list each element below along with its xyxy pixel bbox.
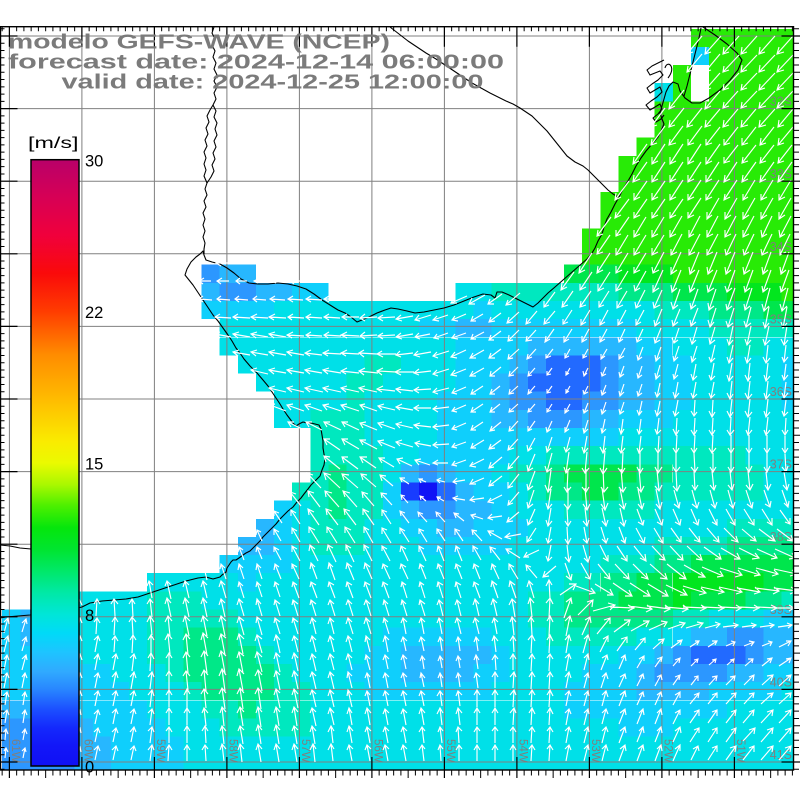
svg-text:modelo GEFS-WAVE (NCEP): modelo GEFS-WAVE (NCEP) xyxy=(8,32,390,54)
svg-text:52W: 52W xyxy=(661,739,673,763)
svg-text:55W: 55W xyxy=(444,739,456,763)
svg-text:41S: 41S xyxy=(770,748,792,762)
svg-text:58W: 58W xyxy=(226,739,238,763)
svg-text:30: 30 xyxy=(85,153,103,171)
svg-text:8: 8 xyxy=(85,607,94,625)
svg-text:60W: 60W xyxy=(81,739,93,763)
svg-text:22: 22 xyxy=(85,304,103,322)
svg-text:57W: 57W xyxy=(299,739,311,763)
svg-text:33S: 33S xyxy=(770,167,792,181)
svg-text:53W: 53W xyxy=(589,739,601,763)
svg-text:39S: 39S xyxy=(770,603,792,617)
svg-text:59W: 59W xyxy=(154,739,166,763)
svg-text:61W: 61W xyxy=(9,739,21,763)
svg-text:35S: 35S xyxy=(770,312,792,326)
svg-text:forecast date: 2024-12-14 06:0: forecast date: 2024-12-14 06:00:00 xyxy=(8,51,504,73)
svg-text:0: 0 xyxy=(85,759,94,777)
svg-text:56W: 56W xyxy=(371,739,383,763)
svg-text:34S: 34S xyxy=(770,240,792,254)
svg-text:37S: 37S xyxy=(770,458,792,472)
svg-text:[m/s]: [m/s] xyxy=(28,135,79,152)
svg-text:54W: 54W xyxy=(516,739,528,763)
svg-text:valid date: 2024-12-25 12:00:0: valid date: 2024-12-25 12:00:00 xyxy=(62,71,484,93)
svg-text:51W: 51W xyxy=(734,739,746,763)
svg-text:15: 15 xyxy=(85,456,103,474)
svg-text:36S: 36S xyxy=(770,385,792,399)
